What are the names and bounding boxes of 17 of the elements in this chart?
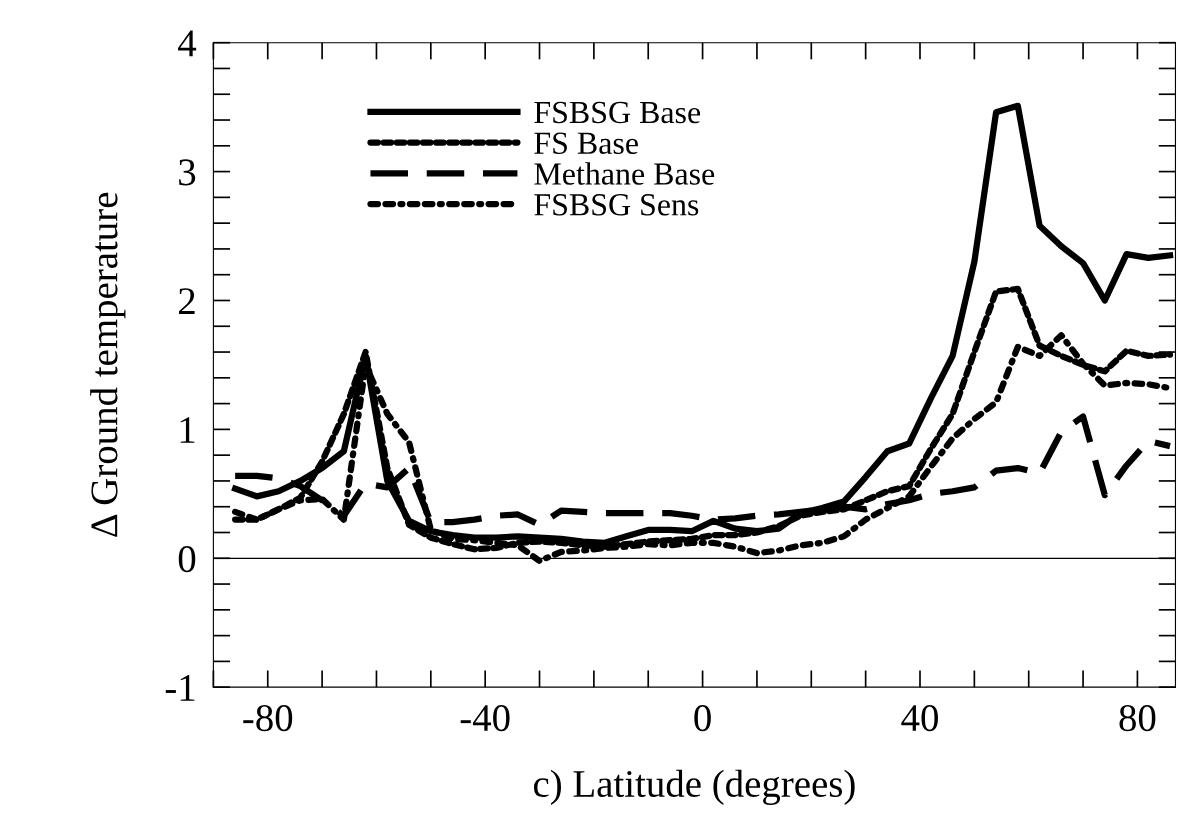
y-tick-label: 2 xyxy=(179,288,195,314)
x-tick-label: 0 xyxy=(694,704,711,732)
y-axis-title: Δ Ground temperature xyxy=(90,192,126,537)
legend-label: Methane Base xyxy=(534,162,715,185)
x-axis-title: c) Latitude (degrees) xyxy=(533,769,855,806)
x-tick-label: 40 xyxy=(901,704,938,732)
y-tick-label: 1 xyxy=(180,417,195,443)
y-tick-label: -1 xyxy=(165,675,195,701)
y-tick-label: 0 xyxy=(178,545,196,573)
x-tick-label: 80 xyxy=(1119,704,1156,732)
legend-label: FS Base xyxy=(534,132,638,155)
y-tick-label: 3 xyxy=(179,159,196,186)
legend-label: FSBSG Sens xyxy=(534,194,699,216)
y-tick-label: 4 xyxy=(178,30,197,57)
legend-label: FSBSG Base xyxy=(534,101,701,124)
x-tick-label: -80 xyxy=(243,704,293,732)
x-tick-label: -40 xyxy=(460,704,510,732)
